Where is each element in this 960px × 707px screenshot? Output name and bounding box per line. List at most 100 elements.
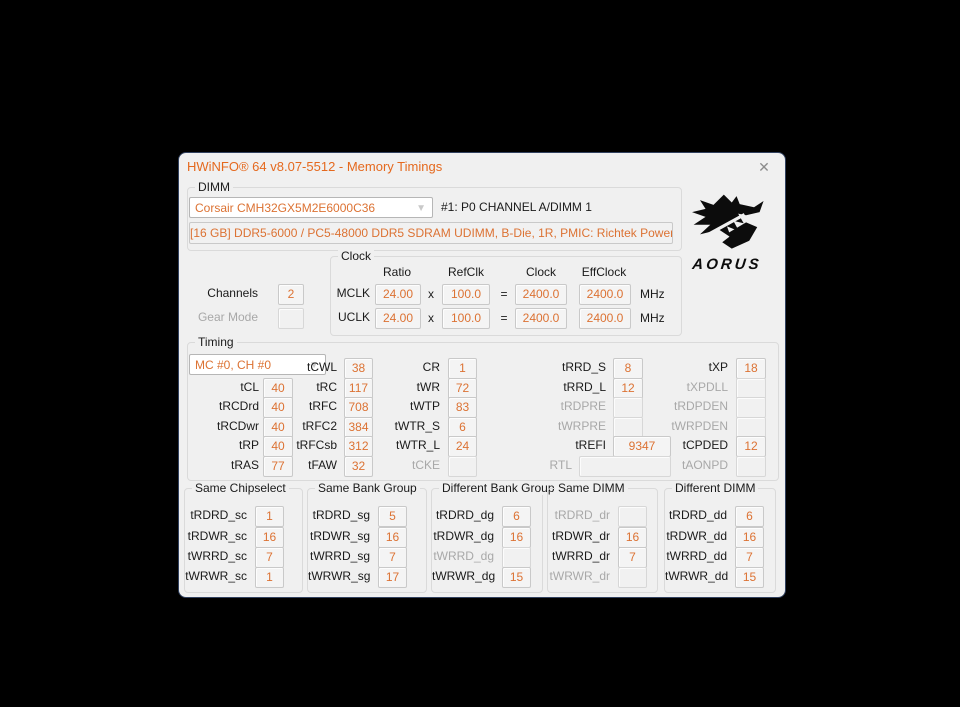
timing-label-tRAS: tRAS: [230, 458, 259, 472]
turnaround-label-tRDRD_dd: tRDRD_dd: [668, 508, 727, 522]
timing-value-tFAW: 32: [344, 456, 373, 477]
timing-value-tCPDED: 12: [736, 436, 766, 457]
turnaround-label-tWRWR_sg: tWRWR_sg: [308, 569, 371, 583]
aorus-logo: AORUS: [684, 193, 770, 281]
turnaround-value-tWRWR_sg: 17: [378, 567, 407, 588]
timing-value-tRRD_L: 12: [613, 378, 643, 399]
turnaround-label-tWRWR_dr: tWRWR_dr: [549, 569, 610, 583]
clock-header-ratio: Ratio: [382, 265, 411, 279]
timing-value-tRDPRE: [613, 397, 643, 418]
timing-value-CR: 1: [448, 358, 477, 379]
turnaround-label-tWRWR_dg: tWRWR_dg: [432, 569, 496, 583]
turnaround-label-tWRRD_sg: tWRRD_sg: [309, 549, 370, 563]
close-icon[interactable]: ✕: [758, 159, 770, 175]
clock-row-uclk-label: UCLK: [337, 310, 370, 324]
mclk-refclk-value: 100.0: [442, 284, 490, 305]
turnaround-label-tRDRD_dr: tRDRD_dr: [554, 508, 610, 522]
timing-value-tXPDLL: [736, 378, 766, 399]
timing-value-tWRPDEN: [736, 417, 766, 438]
timing-label-tCWL: tCWL: [307, 360, 337, 374]
uclk-refclk-value: 100.0: [442, 308, 490, 329]
timing-value-tRCDwr: 40: [263, 417, 293, 438]
timing-value-tXP: 18: [736, 358, 766, 379]
uclk-clock-value: 2400.0: [515, 308, 567, 329]
timing-group: Timing: [187, 335, 779, 481]
timing-value-tCL: 40: [263, 378, 293, 399]
uclk-equals-symbol: =: [500, 311, 508, 325]
dimm-module-value: Corsair CMH32GX5M2E6000C36: [195, 201, 376, 215]
timing-label-tWRPRE: tWRPRE: [558, 419, 606, 433]
timing-label-RTL: RTL: [549, 458, 572, 472]
turnaround-value-tRDWR_sc: 16: [255, 527, 284, 548]
timing-value-tRAS: 77: [263, 456, 293, 477]
turnaround-label-tRDRD_sc: tRDRD_sc: [190, 508, 247, 522]
turnaround-value-tWRRD_dr: 7: [618, 547, 647, 568]
turnaround-group-caption: Same Chipselect: [192, 481, 289, 495]
turnaround-label-tRDRD_sg: tRDRD_sg: [312, 508, 370, 522]
turnaround-label-tWRWR_dd: tWRWR_dd: [665, 569, 729, 583]
timing-label-tRFCsb: tRFCsb: [296, 438, 337, 452]
mclk-clock-value: 2400.0: [515, 284, 567, 305]
dimm-slot-label: #1: P0 CHANNEL A/DIMM 1: [441, 200, 592, 214]
timing-label-tRP: tRP: [238, 438, 259, 452]
clock-header-effclock: EffClock: [581, 265, 627, 279]
timing-label-tWTR_L: tWTR_L: [395, 438, 440, 452]
gear-mode-label: Gear Mode: [197, 310, 258, 324]
timing-value-tRFC: 708: [344, 397, 373, 418]
turnaround-label-tWRWR_sc: tWRWR_sc: [185, 569, 247, 583]
timing-label-tRRD_S: tRRD_S: [561, 360, 606, 374]
turnaround-label-tRDRD_dg: tRDRD_dg: [435, 508, 494, 522]
turnaround-value-tRDRD_dr: [618, 506, 647, 527]
turnaround-group-caption: Different Bank Group: [439, 481, 558, 495]
clock-header-refclk: RefClk: [447, 265, 484, 279]
timing-label-tRFC: tRFC: [309, 399, 337, 413]
turnaround-value-tWRWR_dd: 15: [735, 567, 764, 588]
titlebar[interactable]: HWiNFO® 64 v8.07-5512 - Memory Timings ✕: [179, 153, 785, 181]
turnaround-value-tWRWR_dg: 15: [502, 567, 531, 588]
turnaround-value-tWRRD_dg: [502, 547, 531, 568]
turnaround-value-tWRRD_sg: 7: [378, 547, 407, 568]
uclk-multiply-symbol: x: [428, 311, 434, 325]
uclk-ratio-value: 24.00: [375, 308, 421, 329]
turnaround-label-tRDWR_dd: tRDWR_dd: [666, 529, 727, 543]
timing-label-tXPDLL: tXPDLL: [686, 380, 728, 394]
turnaround-label-tRDWR_sg: tRDWR_sg: [309, 529, 370, 543]
turnaround-value-tWRWR_sc: 1: [255, 567, 284, 588]
aorus-wordmark: AORUS: [691, 256, 763, 273]
timing-channel-select[interactable]: MC #0, CH #0 ▼: [189, 354, 326, 375]
timing-value-tWTP: 83: [448, 397, 477, 418]
dimm-module-select[interactable]: Corsair CMH32GX5M2E6000C36 ▼: [189, 197, 433, 218]
turnaround-group-1: Same Chipselect tRDRD_sc 1 tRDWR_sc 16 tWRRD_…: [184, 481, 303, 593]
uclk-unit-label: MHz: [640, 311, 665, 325]
channels-value: 2: [278, 284, 304, 305]
turnaround-value-tRDRD_dd: 6: [735, 506, 764, 527]
timing-label-tRC: tRC: [316, 380, 337, 394]
timing-label-tRRD_L: tRRD_L: [563, 380, 606, 394]
turnaround-group-2: Same Bank Group tRDRD_sg 5 tRDWR_sg 16 tWRRD_…: [307, 481, 427, 593]
timing-label-tAONPD: tAONPD: [681, 458, 728, 472]
turnaround-group-caption: Different DIMM: [672, 481, 759, 495]
mclk-ratio-value: 24.00: [375, 284, 421, 305]
clock-group-caption: Clock: [338, 249, 375, 263]
timing-label-tWR: tWR: [416, 380, 440, 394]
turnaround-value-tRDWR_dr: 16: [618, 527, 647, 548]
timing-label-tWTR_S: tWTR_S: [394, 419, 440, 433]
turnaround-value-tRDWR_sg: 16: [378, 527, 407, 548]
turnaround-group-caption: Same Bank Group: [315, 481, 420, 495]
chevron-down-icon: ▼: [416, 203, 426, 214]
dimm-group: DIMM: [187, 180, 682, 251]
turnaround-value-tRDWR_dd: 16: [735, 527, 764, 548]
turnaround-value-tRDRD_sc: 1: [255, 506, 284, 527]
gear-mode-value: [278, 308, 304, 329]
timing-value-tWRPRE: [613, 417, 643, 438]
turnaround-group-5: Different DIMM tRDRD_dd 6 tRDWR_dd 16 tWRRD_d…: [664, 481, 776, 593]
timing-label-tWTP: tWTP: [410, 399, 440, 413]
timing-label-tRCDwr: tRCDwr: [217, 419, 259, 433]
turnaround-value-tWRWR_dr: [618, 567, 647, 588]
timing-label-CR: CR: [422, 360, 440, 374]
turnaround-label-tWRRD_dr: tWRRD_dr: [551, 549, 610, 563]
timing-label-tCKE: tCKE: [411, 458, 440, 472]
turnaround-value-tWRRD_sc: 7: [255, 547, 284, 568]
aorus-eagle-icon: [692, 194, 764, 249]
turnaround-group-caption: Same DIMM: [555, 481, 628, 495]
